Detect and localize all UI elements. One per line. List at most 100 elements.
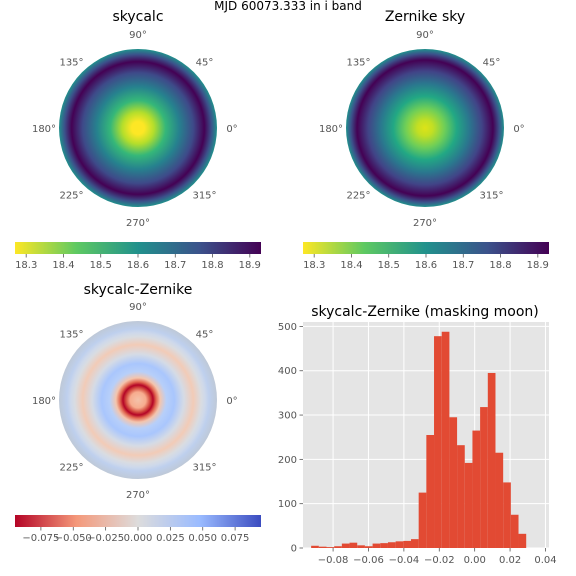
colorbar (303, 242, 549, 254)
histogram-bar (311, 545, 319, 548)
x-tick-label: −0.06 (353, 555, 384, 566)
histogram-bar (326, 547, 335, 548)
histogram-bar (349, 542, 358, 548)
histogram-bar (495, 452, 504, 548)
angle-label: 90° (129, 30, 147, 41)
histogram-bar (503, 482, 511, 548)
histogram-bar (518, 533, 527, 548)
colorbar-tick-label: 18.7 (452, 260, 474, 271)
histogram-bar (434, 336, 442, 548)
y-tick-label: 500 (278, 322, 297, 333)
angle-label: 180° (32, 124, 56, 135)
colorbar-tick-label: 0.000 (124, 533, 153, 544)
histogram-bar (341, 543, 350, 548)
angle-label: 45° (483, 58, 501, 69)
x-tick-label: 0.00 (464, 555, 486, 566)
angle-label: 90° (129, 302, 147, 313)
histogram-bar (357, 545, 365, 548)
x-tick-label: 0.02 (499, 555, 521, 566)
panel-title: Zernike sky (385, 9, 465, 25)
angle-label: 0° (226, 396, 237, 407)
angle-label: 315° (479, 191, 503, 202)
angle-label: 0° (226, 124, 237, 135)
colorbar-ticks: 18.3 18.4 18.5 18.6 18.7 18.8 18.9 (303, 254, 549, 271)
histogram-bar (410, 539, 419, 548)
angle-labels: 90° 45° 0° 315° 270° 225° 180° 135° (319, 30, 525, 229)
angle-label: 180° (319, 124, 343, 135)
figure-title: MJD 60073.333 in i band (214, 0, 362, 13)
colorbar-tick-label: 18.9 (527, 260, 549, 271)
x-tick-label: −0.02 (424, 555, 455, 566)
histogram-bar (364, 546, 373, 548)
x-tick-label: 0.04 (534, 555, 556, 566)
colorbar-tick-label: 0.075 (221, 533, 250, 544)
colorbar-tick-label: 18.3 (303, 260, 325, 271)
panel-title: skycalc (112, 9, 163, 25)
panel-zernike-sky: Zernike sky 90° 45° 0° 315° 270° 225° 180° 135°… (303, 9, 549, 271)
angle-label: 135° (346, 58, 370, 69)
angle-labels: 90° 45° 0° 315° 270° 225° 180° 135° (32, 30, 238, 229)
histogram-bar (395, 541, 404, 548)
histogram-bar (418, 492, 427, 548)
angle-label: 0° (513, 124, 524, 135)
angle-label: 180° (32, 396, 56, 407)
histogram-bar (380, 543, 388, 548)
x-axis: −0.08 −0.06 −0.04 −0.02 0.00 0.02 0.04 (318, 548, 557, 566)
colorbar (15, 515, 261, 527)
colorbar-tick-label: 18.8 (489, 260, 511, 271)
colorbar-tick-label: −0.025 (87, 533, 124, 544)
colorbar-tick-label: 0.025 (156, 533, 185, 544)
panel-histogram: skycalc-Zernike (masking moon) −0.08 −0.0… (278, 304, 557, 566)
bars (311, 331, 527, 548)
polar-heatmap (59, 49, 217, 207)
angle-label: 315° (192, 191, 216, 202)
histogram-bar (318, 546, 327, 548)
angle-label: 225° (59, 191, 83, 202)
angle-label: 270° (126, 490, 150, 501)
angle-label: 135° (59, 330, 83, 341)
histogram-bar (472, 430, 481, 548)
panel-title: skycalc-Zernike (84, 282, 193, 298)
y-axis: 0 100 200 300 400 500 (278, 322, 303, 555)
angle-labels: 90° 45° 0° 315° 270° 225° 180° 135° (32, 302, 238, 501)
histogram-bar (480, 407, 488, 548)
panel-title: skycalc-Zernike (masking moon) (311, 304, 539, 320)
colorbar-ticks: 18.3 18.4 18.5 18.6 18.7 18.8 18.9 (15, 254, 261, 271)
angle-label: 270° (126, 218, 150, 229)
y-tick-label: 100 (278, 499, 297, 510)
histogram-bar (510, 514, 519, 548)
colorbar-tick-label: 0.050 (188, 533, 217, 544)
colorbar-tick-label: −0.075 (22, 533, 59, 544)
colorbar-tick-label: 18.9 (239, 260, 261, 271)
angle-label: 135° (59, 58, 83, 69)
y-tick-label: 300 (278, 411, 297, 422)
y-tick-label: 200 (278, 455, 297, 466)
panel-skycalc-zernike: skycalc-Zernike 90° 45° 0° 315° 270° 225° 180°… (15, 282, 261, 544)
angle-label: 225° (346, 191, 370, 202)
colorbar-tick-label: 18.6 (415, 260, 437, 271)
y-tick-label: 0 (291, 544, 297, 555)
angle-label: 315° (192, 463, 216, 474)
histogram-bar (334, 546, 342, 548)
colorbar-tick-label: 18.5 (90, 260, 112, 271)
angle-label: 45° (196, 330, 214, 341)
colorbar-tick-label: 18.3 (15, 260, 37, 271)
angle-label: 270° (413, 218, 437, 229)
colorbar-tick-label: 18.4 (340, 260, 362, 271)
histogram-bar (449, 417, 458, 548)
x-tick-label: −0.04 (389, 555, 420, 566)
colorbar-tick-label: 18.8 (201, 260, 223, 271)
histogram-bar (457, 445, 465, 548)
polar-heatmap (346, 49, 504, 207)
histogram-bar (372, 543, 381, 548)
histogram-bar (487, 372, 496, 548)
angle-label: 225° (59, 463, 83, 474)
histogram-bar (464, 462, 473, 548)
angle-label: 90° (416, 30, 434, 41)
colorbar-tick-label: −0.050 (55, 533, 92, 544)
panel-skycalc: skycalc 90° 45° 0° 315° 270° 225° 180° 135° 18.… (15, 9, 261, 271)
colorbar-tick-label: 18.6 (127, 260, 149, 271)
histogram-bar (387, 542, 396, 548)
colorbar-tick-label: 18.4 (52, 260, 74, 271)
